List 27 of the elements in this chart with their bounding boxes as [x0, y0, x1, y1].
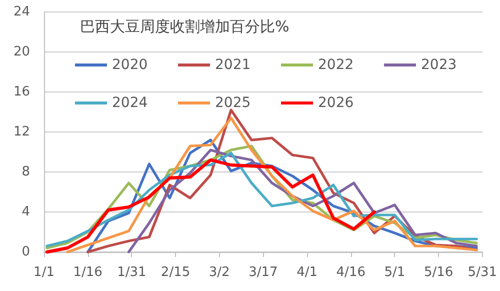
- x-tick-label: 3/2: [208, 265, 230, 280]
- legend-label: 2025: [215, 95, 251, 111]
- x-tick-label: 2/15: [160, 265, 190, 280]
- y-tick-label: 8: [22, 164, 30, 180]
- legend-label: 2026: [318, 95, 354, 111]
- legend-label: 2020: [112, 57, 148, 73]
- y-tick-label: 16: [13, 84, 30, 100]
- y-tick-label: 4: [22, 204, 30, 220]
- y-tick-label: 20: [13, 44, 30, 60]
- legend-label: 2021: [215, 57, 251, 73]
- x-tick-label: 3/17: [248, 265, 278, 280]
- x-tick-label: 1/1: [34, 265, 54, 280]
- legend-label: 2024: [112, 95, 148, 111]
- chart-title: 巴西大豆周度收割增加百分比%: [80, 18, 290, 36]
- line-series: [45, 158, 376, 254]
- x-tick-label: 5/1: [384, 265, 406, 280]
- x-tick-label: 5/16: [424, 265, 454, 280]
- legend-label: 2022: [318, 57, 354, 73]
- y-tick-label: 24: [13, 4, 30, 20]
- y-tick-label: 0: [22, 244, 30, 260]
- legend-label: 2023: [421, 57, 457, 73]
- x-tick-label: 4/1: [296, 265, 318, 280]
- x-tick-label: 1/31: [117, 265, 146, 280]
- x-tick-label: 1/16: [73, 265, 102, 280]
- x-tick-label: 4/16: [336, 265, 366, 280]
- y-tick-label: 12: [13, 124, 30, 140]
- x-tick-label: 5/31: [468, 265, 498, 280]
